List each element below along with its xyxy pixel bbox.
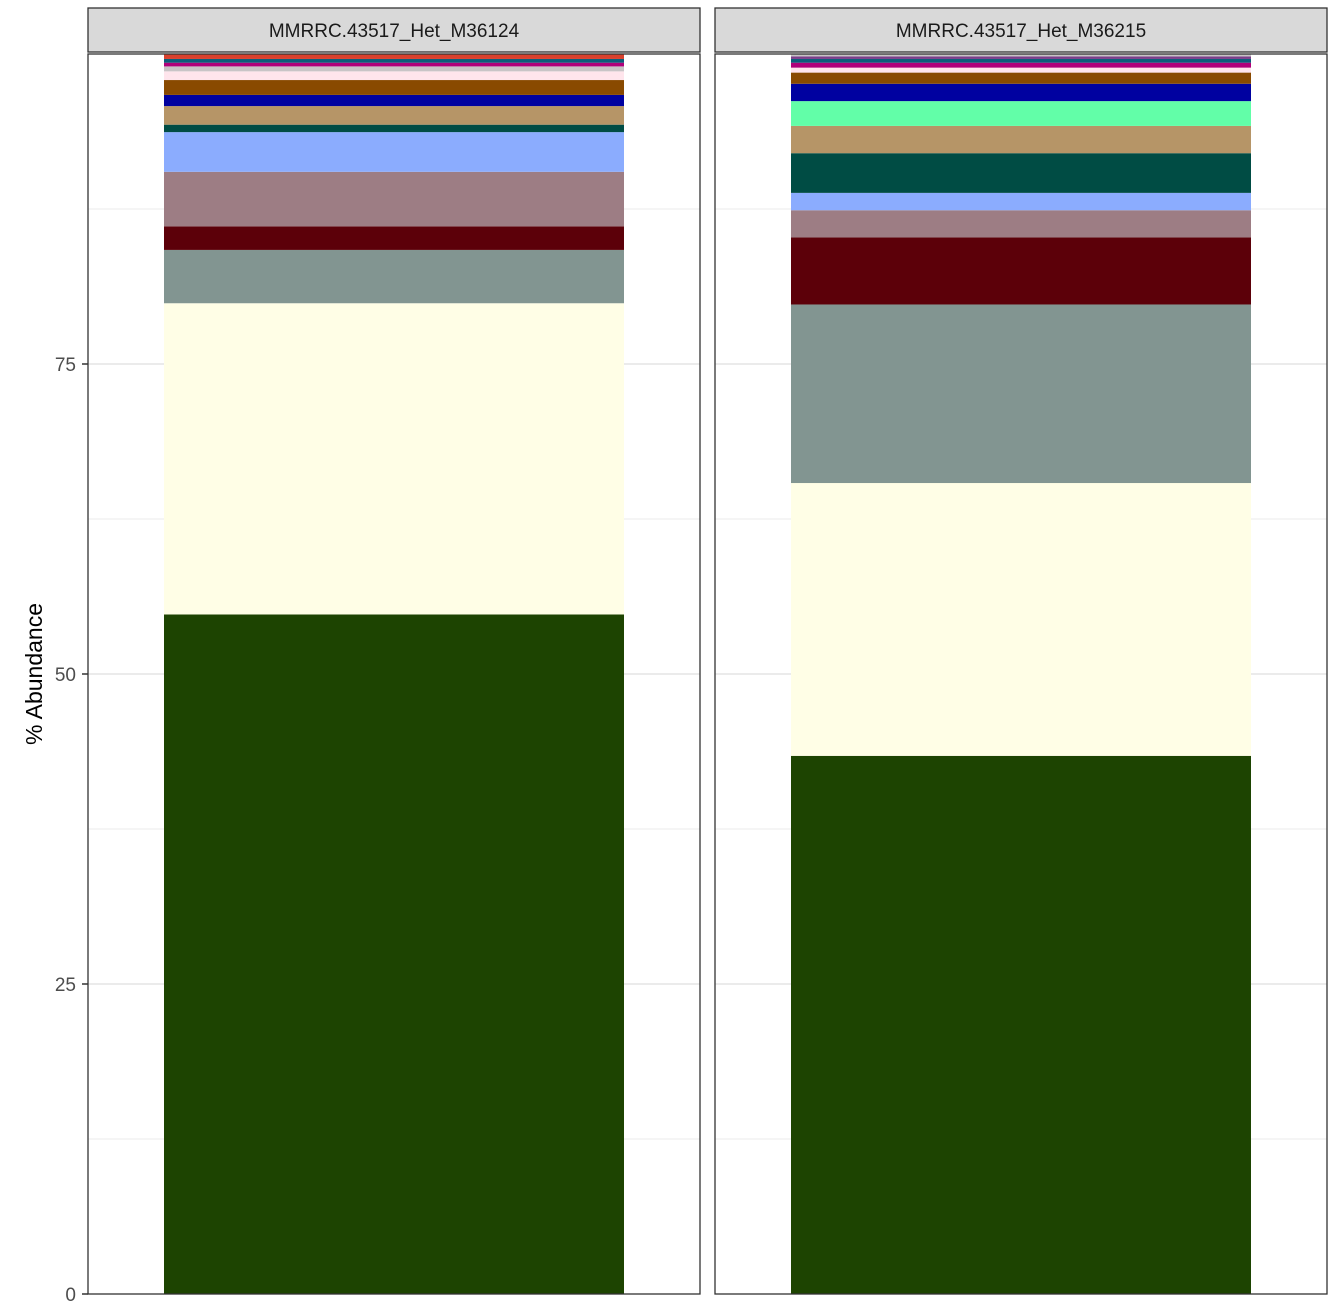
facet-panel: MMRRC.43517_Het_M36124 <box>87 7 701 1295</box>
bar-segment <box>164 66 624 72</box>
y-tick-label: 50 <box>55 665 76 686</box>
facet-title: MMRRC.43517_Het_M36124 <box>269 21 520 42</box>
bar-segment <box>791 62 1251 68</box>
bar-segment <box>791 83 1251 102</box>
facet-panels: MMRRC.43517_Het_M36124 MMRRC.43517_Het_M3… <box>87 7 1328 1295</box>
bar-segment <box>164 62 624 67</box>
bar-segment <box>791 101 1251 126</box>
bar-segment <box>164 94 624 107</box>
bar-segment <box>164 249 624 304</box>
bar-segment <box>791 237 1251 305</box>
bar-segment <box>164 171 624 227</box>
bar-segment <box>791 755 1251 1294</box>
bar-segment <box>791 54 1251 57</box>
y-tick-label: 75 <box>55 355 76 376</box>
bar-segment <box>791 483 1251 756</box>
facet-strip <box>714 7 1328 53</box>
bar-segment <box>164 124 624 133</box>
facet-title: MMRRC.43517_Het_M36215 <box>896 21 1146 42</box>
bar-segment <box>791 192 1251 211</box>
facet-panel: MMRRC.43517_Het_M36215 <box>714 7 1328 1295</box>
y-axis-title: % Abundance <box>21 603 47 745</box>
bar-segment <box>164 614 624 1294</box>
y-tick-label: 25 <box>55 975 76 996</box>
facet-strip <box>87 7 701 53</box>
panel-border <box>87 53 701 1295</box>
bar-segment <box>791 58 1251 63</box>
bar-segment <box>791 125 1251 154</box>
bar-segment <box>164 58 624 63</box>
bar-segment <box>164 71 624 81</box>
bar-segment <box>791 67 1251 73</box>
y-axis-ticks: 0 25 50 75 <box>55 355 88 1304</box>
bar-segment <box>164 106 624 125</box>
bar-segment <box>164 303 624 615</box>
bar-segment <box>164 54 624 59</box>
bar-segment <box>791 72 1251 84</box>
bar-segment <box>791 304 1251 484</box>
bar-segment <box>164 80 624 95</box>
bar-segment <box>791 210 1251 238</box>
bar-segment <box>164 132 624 172</box>
y-tick-label: 0 <box>65 1285 76 1304</box>
bar-segment <box>791 153 1251 193</box>
bar-segment <box>791 56 1251 59</box>
panel-border <box>714 53 1328 1295</box>
bar-segment <box>164 226 624 250</box>
